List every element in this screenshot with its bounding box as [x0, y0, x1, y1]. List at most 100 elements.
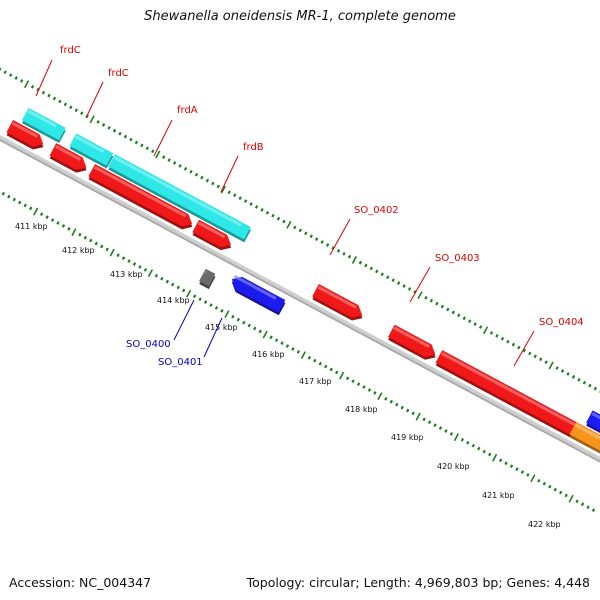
gene-highlight — [93, 165, 187, 218]
minor-tick-mark — [220, 309, 224, 313]
minor-tick-mark — [504, 461, 508, 466]
minor-tick-mark — [143, 268, 148, 272]
gene-frdB[interactable] — [107, 154, 252, 243]
minor-tick-mark — [12, 197, 16, 202]
gene-label-frdA[interactable]: frdA — [177, 105, 198, 116]
minor-tick-mark — [435, 301, 439, 306]
minor-tick-mark — [172, 161, 177, 165]
gene-highlight — [574, 423, 600, 455]
kbp-tick-label: 420 kbp — [437, 462, 470, 471]
minor-tick-mark — [526, 473, 530, 477]
gene-SO_0402[interactable] — [311, 284, 367, 324]
minor-tick-mark — [577, 377, 581, 382]
gene-label-SO_0400[interactable]: SO_0400 — [126, 339, 171, 350]
gene-body — [21, 107, 66, 141]
callout-leader-line — [409, 266, 431, 303]
minor-tick-mark — [304, 231, 308, 236]
minor-tick-mark — [533, 354, 537, 359]
minor-tick-mark — [205, 178, 210, 183]
minor-tick-mark — [236, 317, 241, 322]
major-tick-mark — [530, 474, 536, 483]
callout-leader-line — [153, 119, 173, 157]
minor-tick-mark — [19, 79, 24, 83]
minor-tick-mark — [367, 388, 372, 392]
minor-tick-mark — [320, 240, 324, 244]
minor-tick-mark — [265, 210, 270, 215]
minor-tick-mark — [14, 76, 18, 80]
minor-tick-mark — [61, 224, 66, 228]
minor-tick-mark — [471, 443, 475, 448]
minor-tick-mark — [203, 300, 208, 304]
gene-label-SO_0404[interactable]: SO_0404 — [539, 317, 584, 328]
kbp-tick-label: 415 kbp — [205, 323, 238, 332]
gene-red-feature[interactable] — [87, 163, 197, 233]
minor-tick-mark — [446, 307, 450, 312]
minor-tick-mark — [539, 357, 543, 362]
minor-tick-mark — [132, 262, 137, 266]
minor-tick-mark — [291, 347, 295, 351]
minor-tick-mark — [247, 323, 251, 328]
major-tick-mark — [548, 361, 554, 370]
minor-tick-mark — [138, 265, 142, 269]
gene-label-frdC[interactable]: frdC — [60, 45, 81, 56]
minor-tick-mark — [253, 326, 257, 331]
minor-tick-mark — [227, 190, 231, 195]
minor-tick-mark — [96, 120, 100, 124]
gene-label-SO_0402[interactable]: SO_0402 — [354, 205, 399, 216]
minor-tick-mark — [482, 449, 486, 454]
gene-label-SO_0403[interactable]: SO_0403 — [435, 253, 480, 264]
gene-body — [312, 284, 363, 318]
minor-tick-mark — [78, 232, 82, 237]
gene-SO_0400[interactable] — [198, 268, 217, 290]
minor-tick-mark — [329, 367, 333, 372]
major-tick-mark — [286, 220, 292, 229]
gene-orange-feature[interactable] — [568, 421, 600, 471]
minor-tick-mark — [395, 402, 399, 407]
minor-tick-mark — [571, 375, 576, 379]
minor-tick-mark — [165, 279, 169, 284]
minor-tick-mark — [134, 140, 139, 145]
gene-red-feature[interactable] — [191, 219, 235, 254]
minor-tick-mark — [285, 344, 290, 348]
major-tick-mark — [109, 248, 115, 257]
minor-tick-mark — [47, 93, 51, 98]
gene-red-feature[interactable] — [48, 143, 91, 176]
gene-red-feature[interactable] — [5, 120, 48, 153]
gene-frdC[interactable] — [68, 133, 114, 169]
minor-tick-mark — [406, 408, 410, 413]
kbp-tick-label: 417 kbp — [299, 377, 332, 386]
minor-tick-mark — [293, 225, 297, 230]
minor-tick-mark — [575, 499, 579, 504]
minor-tick-mark — [162, 155, 166, 159]
gene-label-frdB[interactable]: frdB — [243, 142, 264, 153]
minor-tick-mark — [282, 219, 286, 224]
minor-tick-mark — [198, 297, 202, 302]
minor-tick-mark — [396, 281, 401, 285]
gene-features — [5, 107, 600, 471]
major-tick-mark — [415, 412, 421, 421]
minor-tick-mark — [63, 102, 68, 107]
gene-body — [88, 163, 193, 227]
gene-label-SO_0401[interactable]: SO_0401 — [158, 357, 203, 368]
minor-tick-mark — [509, 464, 514, 469]
major-tick-mark — [33, 207, 39, 216]
minor-tick-mark — [489, 331, 494, 335]
minor-tick-mark — [498, 458, 503, 463]
minor-tick-mark — [466, 440, 470, 445]
major-tick-mark — [453, 433, 459, 442]
minor-tick-mark — [506, 339, 510, 344]
gene-SO_0403[interactable] — [387, 324, 440, 364]
gene-label-frdC[interactable]: frdC — [108, 68, 129, 79]
minor-tick-mark — [112, 128, 117, 133]
minor-tick-mark — [588, 383, 592, 388]
gene-highlight — [317, 285, 357, 309]
minor-tick-mark — [30, 84, 35, 89]
minor-tick-mark — [214, 306, 219, 310]
kbp-tick-label: 413 kbp — [110, 270, 143, 279]
gene-frdC[interactable] — [21, 107, 67, 144]
minor-tick-mark — [107, 125, 111, 130]
gene-SO_0404[interactable] — [434, 350, 600, 455]
gene-SO_0401[interactable] — [227, 273, 286, 316]
minor-tick-mark — [83, 235, 88, 240]
